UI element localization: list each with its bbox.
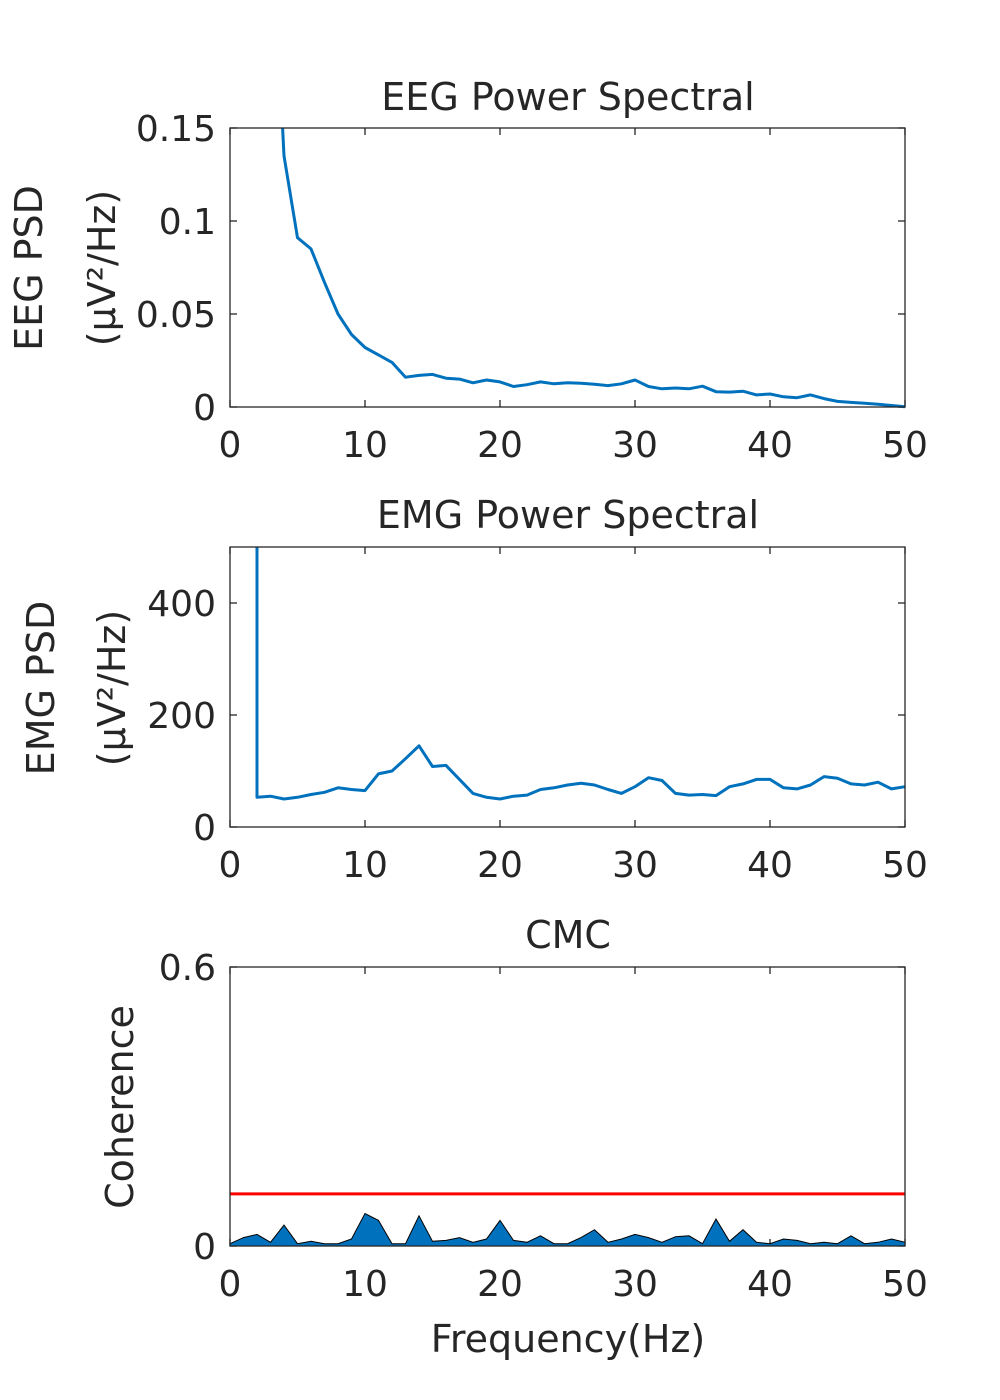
eeg-ylabel: EEG PSD — [7, 185, 51, 351]
emg-panel: EMG Power Spectral EMG PSD (μV²/Hz) 0 10 2… — [19, 493, 928, 886]
emg-axes-box — [229, 546, 906, 828]
eeg-marks — [281, 127, 906, 409]
cmc-xtick-label: 20 — [477, 1264, 523, 1305]
cmc-ylabel: Coherence — [98, 1005, 142, 1209]
emg-xtick-label: 0 — [219, 845, 242, 886]
emg-marks — [255, 547, 906, 801]
eeg-xtick-label: 50 — [882, 425, 928, 466]
emg-psd-line — [255, 547, 906, 801]
cmc-xlabel: Frequency(Hz) — [431, 1317, 705, 1361]
emg-ytick-label: 0 — [193, 808, 216, 849]
eeg-xtick-label: 40 — [747, 425, 793, 466]
emg-ytick-label: 400 — [147, 584, 216, 625]
emg-xtick-label: 10 — [342, 845, 388, 886]
eeg-panel: EEG Power Spectral EEG PSD (μV²/Hz) 0 10 2… — [7, 75, 928, 466]
cmc-xtick-label: 40 — [747, 1264, 793, 1305]
eeg-ylabel-line1: EEG PSD — [7, 185, 51, 351]
cmc-xtick-label: 30 — [612, 1264, 658, 1305]
emg-ylabel-line1: EMG PSD — [19, 601, 63, 776]
cmc-ylabel-line1: Coherence — [98, 1005, 142, 1209]
eeg-ytick-label: 0.05 — [136, 295, 216, 336]
cmc-marks — [229, 1192, 906, 1247]
cmc-panel: CMC Coherence Frequency(Hz) 0 10 20 30 40 500… — [98, 913, 928, 1361]
eeg-xtick-label: 10 — [342, 425, 388, 466]
cmc-ytick-label: 0 — [193, 1227, 216, 1268]
emg-ylabel-units: (μV²/Hz) — [90, 610, 134, 766]
emg-xtick-label: 30 — [612, 845, 658, 886]
eeg-ytick-label: 0 — [193, 388, 216, 429]
cmc-coherence-area — [229, 1212, 906, 1247]
emg-xtick-label: 50 — [882, 845, 928, 886]
cmc-xtick-label: 0 — [219, 1264, 242, 1305]
cmc-ytick-label: 0.6 — [159, 948, 216, 989]
eeg-ytick-label: 0.1 — [159, 202, 216, 243]
emg-xtick-label: 40 — [747, 845, 793, 886]
eeg-ylabel-line2: (μV²/Hz) — [80, 190, 124, 346]
emg-ticks: 0 10 20 30 40 50 0 200 400 — [147, 547, 928, 886]
eeg-xtick-label: 20 — [477, 425, 523, 466]
cmc-ticks: 0 10 20 30 40 50 0 0.6 — [159, 948, 928, 1305]
emg-xtick-label: 20 — [477, 845, 523, 886]
cmc-xtick-label: 10 — [342, 1264, 388, 1305]
emg-title: EMG Power Spectral — [377, 493, 759, 537]
cmc-title: CMC — [525, 913, 611, 957]
emg-ytick-label: 200 — [147, 696, 216, 737]
eeg-ytick-label: 0.15 — [136, 109, 216, 150]
eeg-xtick-label: 30 — [612, 425, 658, 466]
emg-ylabel: EMG PSD — [19, 601, 63, 776]
eeg-ylabel-units: (μV²/Hz) — [80, 190, 124, 346]
eeg-ticks: 0 10 20 30 40 50 0 0.05 0.1 0.15 — [136, 109, 928, 466]
eeg-psd-line — [281, 127, 906, 409]
cmc-axes-box — [229, 966, 906, 1247]
eeg-axes-box — [229, 127, 906, 408]
eeg-title: EEG Power Spectral — [381, 75, 754, 119]
cmc-xtick-label: 50 — [882, 1264, 928, 1305]
eeg-xtick-label: 0 — [219, 425, 242, 466]
emg-ylabel-line2: (μV²/Hz) — [90, 610, 134, 766]
